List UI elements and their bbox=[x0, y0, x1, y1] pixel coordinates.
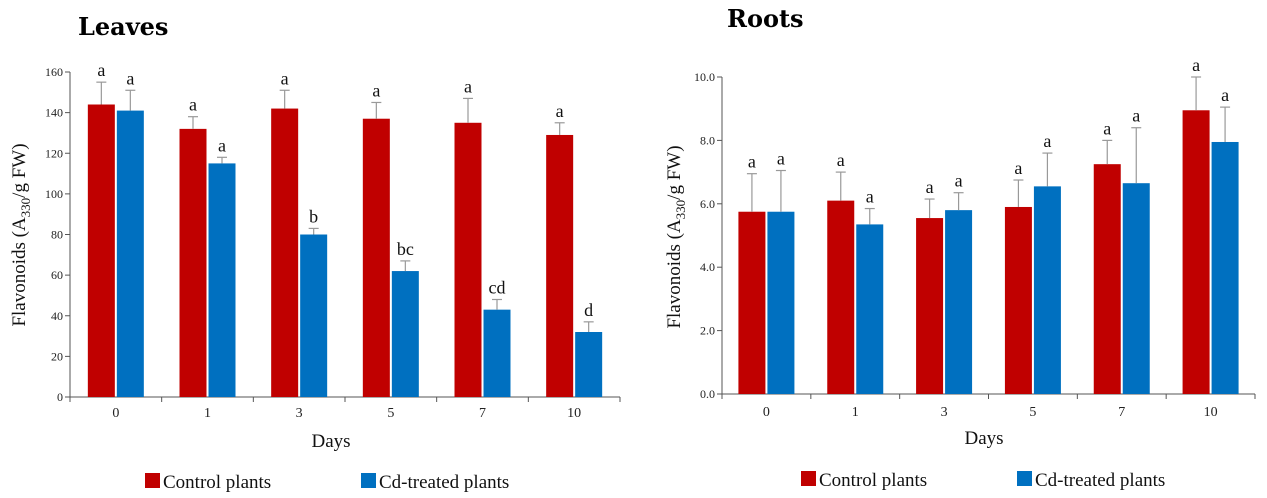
cd-bar-day-1 bbox=[856, 224, 884, 394]
control-bar-day-7 bbox=[1093, 164, 1121, 394]
significance-letter: a bbox=[1132, 106, 1140, 126]
significance-letter: bc bbox=[397, 239, 414, 259]
roots-ylabel: Flavonoids (A330/g FW) bbox=[664, 145, 688, 328]
x-tick-label: 10 bbox=[1204, 405, 1218, 420]
control-bar-day-0 bbox=[87, 104, 115, 397]
control-bar-day-3 bbox=[271, 108, 299, 397]
leaves-chart: Leaves Flavonoids (A330/g FW) Days 0 20 40… bbox=[9, 12, 621, 452]
cd-bar-day-10 bbox=[1211, 141, 1239, 394]
cd-bar-day-3 bbox=[300, 234, 328, 397]
y-tick-label: 4.0 bbox=[700, 260, 715, 274]
leaves-xlabel: Days bbox=[311, 431, 350, 452]
significance-letter: d bbox=[584, 300, 593, 320]
significance-letter: a bbox=[556, 101, 564, 121]
roots-title: Roots bbox=[727, 4, 804, 33]
significance-letter: a bbox=[281, 68, 289, 88]
legend-control-label: Control plants bbox=[163, 472, 271, 493]
x-tick-label: 0 bbox=[112, 406, 119, 421]
significance-letter: a bbox=[926, 177, 934, 197]
x-tick-label: 5 bbox=[387, 406, 394, 421]
significance-letter: a bbox=[1014, 158, 1022, 178]
roots-legend: Control plants Cd-treated plants bbox=[801, 470, 1165, 491]
significance-letter: a bbox=[372, 80, 380, 100]
control-bar-day-5 bbox=[1004, 206, 1032, 394]
control-bar-day-1 bbox=[179, 128, 207, 397]
significance-letter: a bbox=[1043, 131, 1051, 151]
significance-letter: a bbox=[1192, 55, 1200, 75]
roots-chart: Roots Flavonoids (A330/g FW) Days 0.0 2.0… bbox=[664, 4, 1256, 449]
significance-letter: a bbox=[955, 171, 963, 191]
control-bar-day-10 bbox=[1182, 110, 1210, 394]
significance-letter: b bbox=[309, 206, 318, 226]
legend-cd-label: Cd-treated plants bbox=[379, 472, 509, 493]
control-bar-day-10 bbox=[546, 134, 574, 397]
x-tick-label: 7 bbox=[479, 406, 486, 421]
cd-bar-day-5 bbox=[1033, 186, 1061, 394]
legend-cd-swatch bbox=[1017, 471, 1032, 486]
legend-cd-swatch bbox=[361, 473, 376, 488]
significance-letter: a bbox=[777, 149, 785, 169]
y-tick-label: 0 bbox=[57, 390, 63, 404]
x-tick-label: 5 bbox=[1029, 405, 1036, 420]
significance-letter: a bbox=[126, 68, 134, 88]
y-tick-label: 8.0 bbox=[700, 133, 715, 147]
x-tick-label: 0 bbox=[763, 405, 770, 420]
x-tick-label: 1 bbox=[204, 406, 211, 421]
significance-letter: a bbox=[866, 187, 874, 207]
control-bar-day-3 bbox=[916, 218, 944, 394]
cd-bar-day-3 bbox=[945, 210, 973, 394]
legend-control-swatch bbox=[145, 473, 160, 488]
y-tick-label: 0.0 bbox=[700, 387, 715, 401]
significance-letter: a bbox=[97, 60, 105, 80]
y-tick-label: 80 bbox=[51, 228, 63, 242]
significance-letter: a bbox=[748, 152, 756, 172]
significance-letter: a bbox=[1103, 118, 1111, 138]
control-bar-day-7 bbox=[454, 122, 482, 397]
y-tick-label: 40 bbox=[51, 309, 63, 323]
y-tick-label: 120 bbox=[45, 146, 63, 160]
y-tick-label: 6.0 bbox=[700, 197, 715, 211]
x-tick-label: 10 bbox=[567, 406, 581, 421]
cd-bar-day-10 bbox=[575, 332, 603, 397]
y-tick-label: 10.0 bbox=[694, 70, 715, 84]
control-bar-day-5 bbox=[362, 118, 390, 397]
leaves-legend: Control plants Cd-treated plants bbox=[145, 472, 509, 493]
significance-letter: a bbox=[464, 76, 472, 96]
control-bar-day-0 bbox=[738, 211, 766, 394]
leaves-ylabel: Flavonoids (A330/g FW) bbox=[9, 143, 33, 326]
cd-bar-day-0 bbox=[116, 110, 144, 397]
legend-control-label: Control plants bbox=[819, 470, 927, 491]
significance-letter: a bbox=[837, 150, 845, 170]
cd-bar-day-7 bbox=[1122, 183, 1150, 394]
cd-bar-day-1 bbox=[208, 163, 236, 397]
legend-cd-label: Cd-treated plants bbox=[1035, 470, 1165, 491]
legend-control-swatch bbox=[801, 471, 816, 486]
y-tick-label: 20 bbox=[51, 349, 63, 363]
cd-bar-day-0 bbox=[767, 211, 795, 394]
y-tick-label: 2.0 bbox=[700, 324, 715, 338]
cd-bar-day-5 bbox=[391, 271, 419, 397]
x-tick-label: 1 bbox=[852, 405, 859, 420]
x-tick-label: 3 bbox=[941, 405, 948, 420]
cd-bar-day-7 bbox=[483, 309, 511, 397]
significance-letter: a bbox=[189, 95, 197, 115]
significance-letter: a bbox=[218, 135, 226, 155]
control-bar-day-1 bbox=[827, 200, 855, 394]
y-tick-label: 100 bbox=[45, 187, 63, 201]
y-tick-label: 160 bbox=[45, 65, 63, 79]
y-tick-label: 60 bbox=[51, 268, 63, 282]
y-tick-label: 140 bbox=[45, 106, 63, 120]
x-tick-label: 7 bbox=[1118, 405, 1125, 420]
significance-letter: a bbox=[1221, 85, 1229, 105]
leaves-title: Leaves bbox=[78, 12, 168, 41]
significance-letter: cd bbox=[489, 278, 506, 298]
roots-xlabel: Days bbox=[964, 428, 1003, 449]
x-tick-label: 3 bbox=[296, 406, 303, 421]
